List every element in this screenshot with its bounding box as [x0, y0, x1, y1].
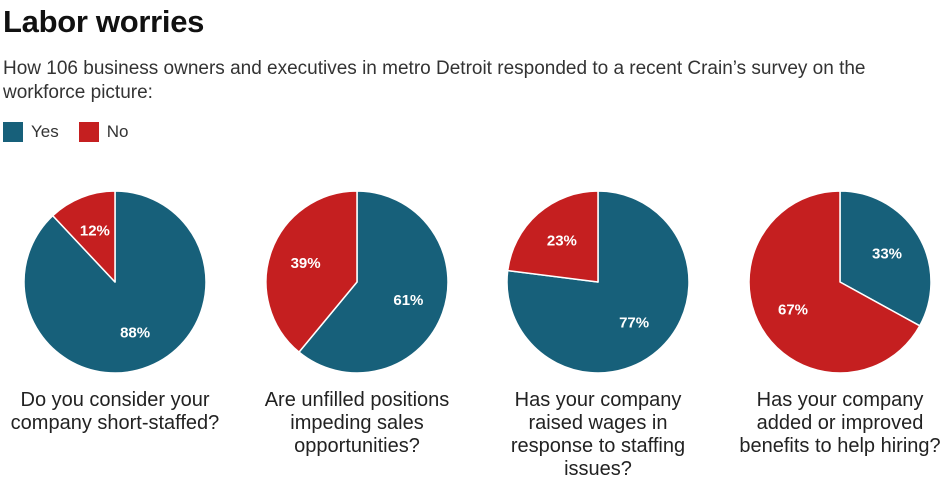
- pie-sales-opportunities: 61% 39%: [265, 190, 449, 374]
- pie-label-no-raised-wages: 23%: [547, 233, 577, 250]
- pie-slice-yes-sales-opportunities: [298, 190, 449, 374]
- chart-subtitle: How 106 business owners and executives i…: [3, 58, 866, 103]
- pie-raised-wages: 77% 23%: [506, 190, 690, 374]
- pie-label-yes-sales-opportunities: 61%: [393, 292, 423, 309]
- question-short-staffed: Do you consider your company short-staff…: [10, 389, 220, 434]
- legend-swatch-yes: [3, 122, 23, 142]
- pie-slice-yes-benefits: [839, 190, 932, 327]
- pie-label-yes-benefits: 33%: [872, 246, 902, 263]
- pie-slice-no-short-staffed: [51, 190, 116, 283]
- pie-short-staffed: 88% 12%: [23, 190, 207, 374]
- pie-slice-no-raised-wages: [506, 190, 599, 283]
- pie-slice-no-sales-opportunities: [265, 190, 358, 353]
- pie-label-yes-raised-wages: 77%: [619, 315, 649, 332]
- legend-label-no: No: [106, 122, 129, 141]
- pie-label-no-sales-opportunities: 39%: [291, 255, 321, 272]
- chart-title: Labor worries: [3, 4, 205, 39]
- legend: Yes No: [3, 121, 148, 143]
- pie-benefits: 33% 67%: [748, 190, 932, 374]
- question-sales-opportunities: Are unfilled positions impeding sales op…: [264, 389, 450, 457]
- legend-label-yes: Yes: [31, 122, 59, 141]
- pie-label-no-benefits: 67%: [778, 301, 808, 318]
- pie-label-no-short-staffed: 12%: [80, 223, 110, 240]
- question-benefits: Has your company added or improved benef…: [739, 389, 941, 457]
- legend-item-no: No: [78, 122, 129, 142]
- legend-swatch-no: [78, 122, 99, 142]
- question-raised-wages: Has your company raised wages in respons…: [510, 389, 686, 480]
- pie-slice-no-benefits: [748, 190, 921, 374]
- legend-item-yes: Yes: [3, 122, 59, 142]
- pie-label-yes-short-staffed: 88%: [120, 324, 150, 341]
